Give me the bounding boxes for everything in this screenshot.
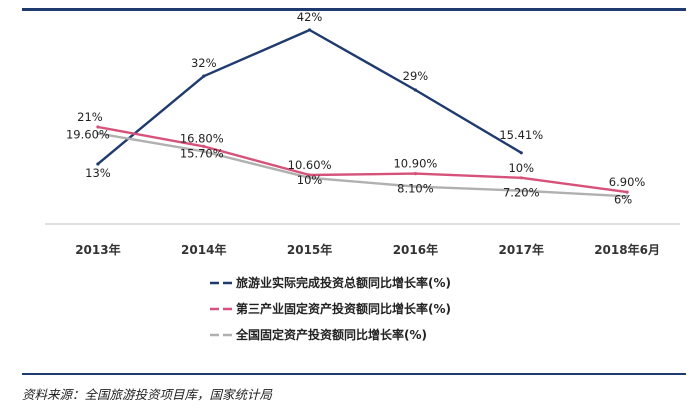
x-tick-label: 2015年 <box>287 242 332 257</box>
series-3-point <box>413 184 418 189</box>
x-tick-label: 2016年 <box>393 242 438 257</box>
series-3-point <box>202 149 206 154</box>
legend-label-1: 旅游业实际完成投资总额同比增长率(%) <box>236 275 451 290</box>
series-2-point <box>413 172 418 176</box>
data-label: 8.10% <box>397 182 434 196</box>
x-tick-label: 2013年 <box>75 242 120 257</box>
data-label: 42% <box>297 10 323 24</box>
data-label: 16.80% <box>180 131 224 145</box>
series-lines-group <box>96 28 629 198</box>
data-label: 15.70% <box>180 146 224 160</box>
series-2-point <box>625 190 629 194</box>
series-2-point <box>307 173 312 177</box>
x-tick-label: 2014年 <box>181 242 226 257</box>
data-label: 13% <box>85 166 111 180</box>
series-1-point <box>413 88 418 92</box>
data-label: 10% <box>508 161 534 175</box>
data-label: 15.41% <box>499 128 543 142</box>
series-line-3 <box>97 132 628 198</box>
data-label: 6% <box>614 192 632 206</box>
source-note: 资料来源：全国旅游投资项目库，国家统计局 <box>22 387 273 402</box>
data-labels-group: 13% 32% 42% 29% 15.41% 21% 16.80% 10.60% 10.90% 1… <box>66 10 645 206</box>
series-2-point <box>96 125 100 129</box>
series-1-point <box>96 162 100 166</box>
x-tick-label: 2017年 <box>499 242 544 257</box>
x-tick-label: 2018年6月 <box>594 242 660 257</box>
series-3-point <box>625 194 629 198</box>
data-label: 7.20% <box>503 186 540 200</box>
data-label: 10% <box>297 173 323 187</box>
x-axis-group: 2013年 2014年 2015年 2016年 2017年 2018年6月 <box>45 223 680 257</box>
series-3-point <box>519 189 523 193</box>
legend-label-3: 全国固定资产投资额同比增长率(%) <box>235 327 427 342</box>
top-rule <box>22 8 686 11</box>
series-1-point <box>307 28 312 32</box>
data-label: 10.60% <box>288 158 332 172</box>
data-label: 10.90% <box>393 157 437 171</box>
series-1-point <box>519 151 523 155</box>
data-label: 6.90% <box>609 175 646 189</box>
series-line-2 <box>97 125 628 194</box>
data-label: 29% <box>403 69 429 83</box>
series-2-point <box>519 176 523 180</box>
series-3-point <box>307 176 312 180</box>
data-label: 32% <box>191 56 217 70</box>
series-1-point <box>202 74 206 78</box>
series-3-point <box>96 131 100 136</box>
series-2-point <box>202 144 206 148</box>
legend-label-2: 第三产业固定资产投资额同比增长率(%) <box>236 301 451 316</box>
bottom-rule <box>22 373 686 375</box>
data-label: 21% <box>77 110 103 124</box>
legend: 旅游业实际完成投资总额同比增长率(%) 第三产业固定资产投资额同比增长率(%) 全国… <box>210 275 451 342</box>
data-label: 19.60% <box>66 127 110 141</box>
